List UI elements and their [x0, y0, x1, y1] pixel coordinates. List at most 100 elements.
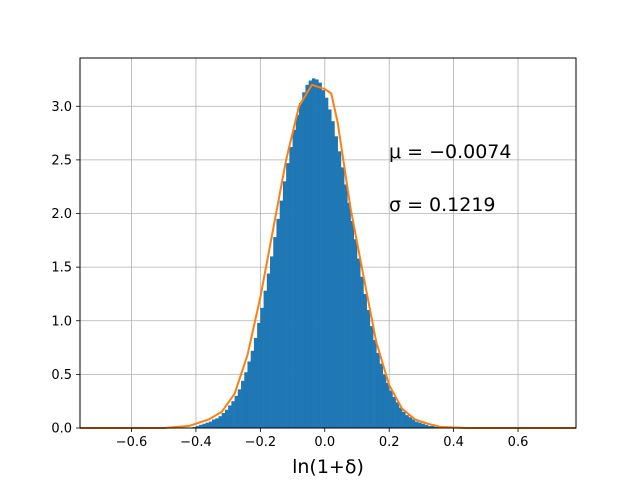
histogram-bar — [289, 147, 293, 428]
histogram-bar — [402, 411, 406, 428]
histogram-bar — [360, 276, 364, 428]
histogram-bar — [286, 163, 290, 429]
histogram-bar — [418, 422, 422, 428]
histogram-bar — [398, 407, 403, 428]
histogram-bar — [389, 390, 393, 428]
histogram-bar — [376, 352, 380, 428]
histogram-bar — [347, 202, 351, 428]
histogram-bar — [224, 409, 229, 428]
histogram-bar — [324, 97, 329, 429]
histogram-bar — [257, 322, 261, 428]
histogram-bar — [392, 396, 396, 428]
histogram-bar — [199, 424, 203, 428]
histogram-bar — [379, 363, 384, 428]
histogram-bar — [234, 395, 239, 428]
histogram-bar — [292, 129, 297, 428]
histogram-bar — [369, 326, 374, 428]
histogram-bar — [363, 293, 367, 428]
y-tick-label: 0.5 — [51, 368, 72, 383]
histogram-bar — [331, 121, 335, 428]
histogram-bar — [202, 423, 206, 428]
histogram-bar — [241, 380, 245, 428]
x-tick-label: 0.2 — [379, 435, 400, 450]
sigma-annotation: σ = 0.1219 — [389, 194, 496, 216]
y-tick-label: 3.0 — [51, 100, 72, 115]
histogram-bar — [382, 374, 387, 428]
histogram-bar — [315, 79, 319, 428]
histogram-bar — [208, 421, 213, 428]
fit-line — [80, 83, 576, 429]
histogram-bar — [276, 218, 280, 428]
histogram-bar — [311, 78, 316, 429]
histogram-bar — [421, 423, 425, 428]
y-tick-label: 2.5 — [51, 153, 72, 168]
histogram-bar — [282, 181, 287, 428]
histogram-bar — [318, 82, 322, 429]
histogram-bar — [395, 402, 400, 428]
histogram-bar — [215, 418, 219, 428]
histogram-bar — [218, 416, 223, 428]
x-tick-label: −0.4 — [180, 435, 212, 450]
histogram-bar — [221, 412, 226, 428]
histogram-bar — [373, 340, 377, 428]
histogram-bar — [192, 426, 197, 428]
histogram-bar — [295, 114, 300, 428]
x-tick-label: −0.6 — [116, 435, 148, 450]
histogram-bar — [344, 184, 348, 428]
histogram-bar — [328, 109, 332, 428]
y-axis-ticks: 0.0 0.5 1.0 1.5 2.0 2.5 3.0 — [51, 100, 80, 437]
x-axis-label: ln(1+δ) — [292, 456, 364, 478]
histogram-bar — [205, 422, 210, 428]
x-axis-ticks: −0.6 −0.4 −0.2 0.0 0.2 0.4 0.6 — [116, 428, 529, 450]
histogram-bar — [353, 239, 358, 428]
histogram-bar — [431, 425, 435, 428]
histogram-bar — [305, 84, 309, 429]
histogram-bar — [273, 237, 277, 428]
histogram-bar — [299, 103, 303, 428]
histogram-bars — [192, 78, 442, 429]
histogram-bar — [250, 350, 255, 428]
histogram-bar — [334, 136, 338, 428]
histogram-bar — [212, 419, 216, 428]
histogram-bar — [427, 425, 432, 428]
histogram-bar — [260, 307, 264, 428]
fit-line-layer — [80, 83, 576, 429]
histogram-bar — [356, 258, 361, 428]
histogram-bar — [228, 405, 232, 428]
histogram-bar — [408, 417, 413, 428]
histogram-bar — [340, 167, 345, 429]
y-tick-label: 1.0 — [51, 314, 72, 329]
y-tick-label: 0.0 — [51, 422, 72, 437]
histogram-bar — [231, 401, 235, 428]
histogram-bar — [321, 90, 326, 428]
histogram-bar — [237, 389, 242, 428]
histogram-bar — [411, 419, 416, 428]
x-tick-label: 0.4 — [443, 435, 464, 450]
histogram-bar — [424, 424, 429, 428]
histogram-bar — [279, 200, 284, 428]
histogram-bar — [308, 80, 313, 429]
histogram-bar — [414, 421, 419, 428]
histogram-bar — [270, 256, 274, 428]
x-tick-label: 0.0 — [314, 435, 335, 450]
y-tick-label: 2.0 — [51, 207, 72, 222]
histogram-bar — [405, 415, 409, 428]
plot-frame — [79, 57, 577, 429]
histogram-bar — [385, 382, 390, 428]
histogram-bar — [247, 361, 252, 428]
mean-annotation: μ = −0.0074 — [389, 141, 512, 163]
histogram-bar — [244, 372, 248, 428]
y-tick-label: 1.5 — [51, 261, 72, 276]
histogram-bar — [263, 290, 268, 428]
histogram-bar — [253, 337, 258, 428]
histogram-bar — [302, 92, 306, 428]
histogram-bar — [434, 426, 438, 428]
x-tick-label: 0.6 — [508, 435, 529, 450]
histogram-bar — [350, 221, 355, 428]
x-tick-label: −0.2 — [245, 435, 277, 450]
histogram-bar — [266, 273, 271, 428]
histogram-bar — [337, 151, 342, 428]
histogram-bar — [366, 310, 371, 428]
